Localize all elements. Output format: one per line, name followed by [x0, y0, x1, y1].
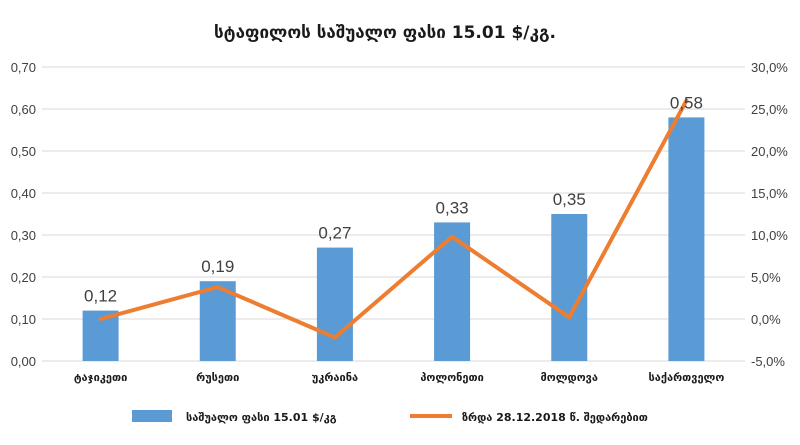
legend-bar-label: საშუალო ფასი 15.01 $/კგ [186, 411, 337, 424]
y-left-tick-label: 0,70 [11, 60, 36, 75]
bar-data-label: 0,33 [436, 198, 469, 217]
category-label: რუსეთი [196, 371, 239, 384]
bar-data-label: 0,58 [670, 93, 703, 112]
growth-line-path [98, 98, 689, 340]
category-label: უკრაინა [312, 371, 358, 384]
y-right-tick-label: 30,0% [751, 60, 788, 75]
y-left-tick-label: 0,20 [11, 270, 36, 285]
y-right-tick-label: 0,0% [751, 312, 781, 327]
bar-data-label: 0,27 [318, 224, 351, 243]
growth-line [98, 98, 689, 340]
y-right-tick-label: 20,0% [751, 144, 788, 159]
y-left-tick-label: 0,40 [11, 186, 36, 201]
bar-data-label: 0,19 [201, 257, 234, 276]
y-left-tick-label: 0,50 [11, 144, 36, 159]
gridlines [42, 66, 745, 362]
y-left-tick-label: 0,60 [11, 102, 36, 117]
bar-data-label: 0,35 [553, 190, 586, 209]
y-left-tick-label: 0,10 [11, 312, 36, 327]
y-left-tick-label: 0,30 [11, 228, 36, 243]
bars [82, 117, 705, 362]
data-labels: 0,12 0,19 0,27 0,33 0,35 0,58 [84, 93, 703, 305]
y-left-tick-label: 0,00 [11, 354, 36, 369]
legend-bar-swatch [132, 410, 172, 422]
y-right-tick-label: 5,0% [751, 270, 781, 285]
bar-data-label: 0,12 [84, 287, 117, 306]
bar [551, 214, 588, 361]
y-right-tick-label: 10,0% [751, 228, 788, 243]
category-label: პოლონეთი [420, 371, 484, 384]
bar [668, 117, 705, 362]
legend-line-label: ზრდა 28.12.2018 წ. შედარებით [462, 411, 648, 424]
category-label: ტაჯიკეთი [74, 371, 127, 384]
chart-title: სტაფილოს საშუალო ფასი 15.01 $/კგ. [214, 23, 556, 43]
legend: საშუალო ფასი 15.01 $/კგ ზრდა 28.12.2018 წ… [132, 410, 648, 424]
bar [316, 247, 353, 361]
bar [199, 281, 236, 361]
category-label: მოლდოვა [541, 371, 598, 384]
y-right-tick-label: 25,0% [751, 102, 788, 117]
category-label: საქართველო [648, 371, 724, 384]
y-right-tick-label: 15,0% [751, 186, 788, 201]
y-right-tick-label: -5,0% [751, 354, 785, 369]
axes: 0,00 0,10 0,20 0,30 0,40 0,50 0,60 0,70 -5,0% 0,0… [11, 60, 789, 384]
